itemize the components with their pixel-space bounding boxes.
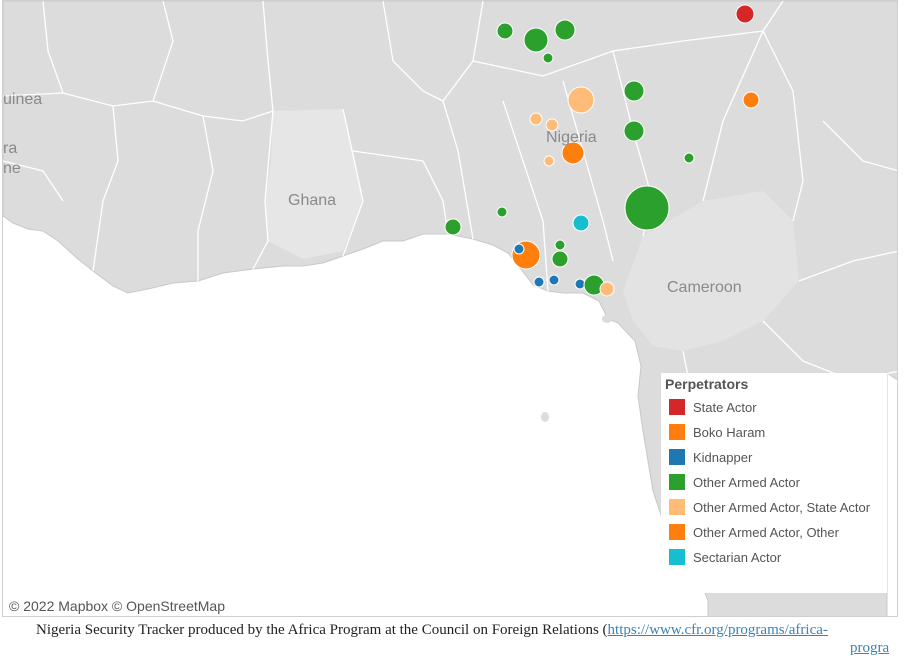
incident-bubble[interactable] bbox=[542, 52, 554, 64]
legend-label: Other Armed Actor, State Actor bbox=[693, 499, 871, 515]
caption-link-continued[interactable]: progra bbox=[850, 640, 890, 656]
country-label-cameroon: Cameroon bbox=[667, 279, 742, 296]
caption-link[interactable]: https://www.cfr.org/programs/africa- bbox=[607, 622, 828, 638]
legend-item[interactable]: Other Armed Actor bbox=[669, 472, 800, 492]
incident-bubble[interactable] bbox=[444, 218, 462, 236]
legend-label: Other Armed Actor, Other bbox=[693, 524, 839, 540]
legend-item[interactable]: Sectarian Actor bbox=[669, 547, 781, 567]
incident-bubble[interactable] bbox=[742, 91, 760, 109]
legend-item[interactable]: Other Armed Actor, State Actor bbox=[669, 497, 870, 517]
legend-swatch bbox=[669, 449, 685, 465]
country-label-ghana: Ghana bbox=[288, 192, 337, 209]
incident-bubble[interactable] bbox=[548, 274, 560, 286]
map-frame[interactable]: uinea ra ne Ghana Nigeria Cameroon Perpe… bbox=[2, 0, 898, 617]
incident-bubble[interactable] bbox=[599, 281, 615, 297]
island bbox=[602, 315, 612, 323]
country-label-edge-2: ne bbox=[3, 160, 21, 177]
incident-bubble[interactable] bbox=[496, 206, 508, 218]
country-label-guinea: uinea bbox=[3, 91, 43, 108]
incident-bubble[interactable] bbox=[567, 86, 595, 114]
legend-label: Boko Haram bbox=[693, 424, 766, 440]
incident-bubble[interactable] bbox=[551, 250, 569, 268]
incident-bubble[interactable] bbox=[554, 239, 566, 251]
legend-item[interactable]: Kidnapper bbox=[669, 447, 752, 467]
land-cameroon bbox=[623, 191, 799, 351]
legend-label: State Actor bbox=[693, 399, 757, 415]
legend-swatch bbox=[669, 424, 685, 440]
incident-bubble[interactable] bbox=[561, 141, 585, 165]
legend-swatch bbox=[669, 524, 685, 540]
incident-bubble[interactable] bbox=[554, 19, 576, 41]
incident-bubble[interactable] bbox=[513, 243, 525, 255]
legend-swatch bbox=[669, 399, 685, 415]
country-label-nigeria: Nigeria bbox=[546, 129, 597, 146]
incident-bubble[interactable] bbox=[533, 276, 545, 288]
incident-bubble[interactable] bbox=[574, 278, 586, 290]
legend-label: Sectarian Actor bbox=[693, 549, 782, 565]
caption: Nigeria Security Tracker produced by the… bbox=[36, 622, 828, 639]
incident-bubble[interactable] bbox=[496, 22, 514, 40]
incident-bubble[interactable] bbox=[572, 214, 590, 232]
incident-bubble[interactable] bbox=[623, 120, 645, 142]
legend: Perpetrators State Actor Boko Haram Kidn… bbox=[661, 373, 887, 593]
incident-bubble[interactable] bbox=[543, 155, 555, 167]
land-ghana bbox=[265, 109, 363, 259]
legend-swatch bbox=[669, 549, 685, 565]
incident-bubble[interactable] bbox=[523, 27, 549, 53]
incident-bubble[interactable] bbox=[529, 112, 543, 126]
incident-bubbles bbox=[444, 4, 760, 297]
map-attribution[interactable]: © 2022 Mapbox © OpenStreetMap bbox=[9, 598, 225, 614]
incident-bubble[interactable] bbox=[624, 185, 670, 231]
legend-title: Perpetrators bbox=[665, 376, 749, 392]
country-label-edge-1: ra bbox=[3, 140, 18, 157]
legend-label: Kidnapper bbox=[693, 449, 753, 465]
legend-item[interactable]: Other Armed Actor, Other bbox=[669, 522, 839, 542]
incident-bubble[interactable] bbox=[683, 152, 695, 164]
island bbox=[541, 412, 549, 422]
incident-bubble[interactable] bbox=[545, 118, 559, 132]
legend-swatch bbox=[669, 499, 685, 515]
legend-label: Other Armed Actor bbox=[693, 474, 800, 490]
incident-bubble[interactable] bbox=[735, 4, 755, 24]
legend-swatch bbox=[669, 474, 685, 490]
legend-item[interactable]: Boko Haram bbox=[669, 422, 765, 442]
caption-text: Nigeria Security Tracker produced by the… bbox=[36, 622, 608, 638]
legend-item[interactable]: State Actor bbox=[669, 397, 757, 417]
incident-bubble[interactable] bbox=[623, 80, 645, 102]
